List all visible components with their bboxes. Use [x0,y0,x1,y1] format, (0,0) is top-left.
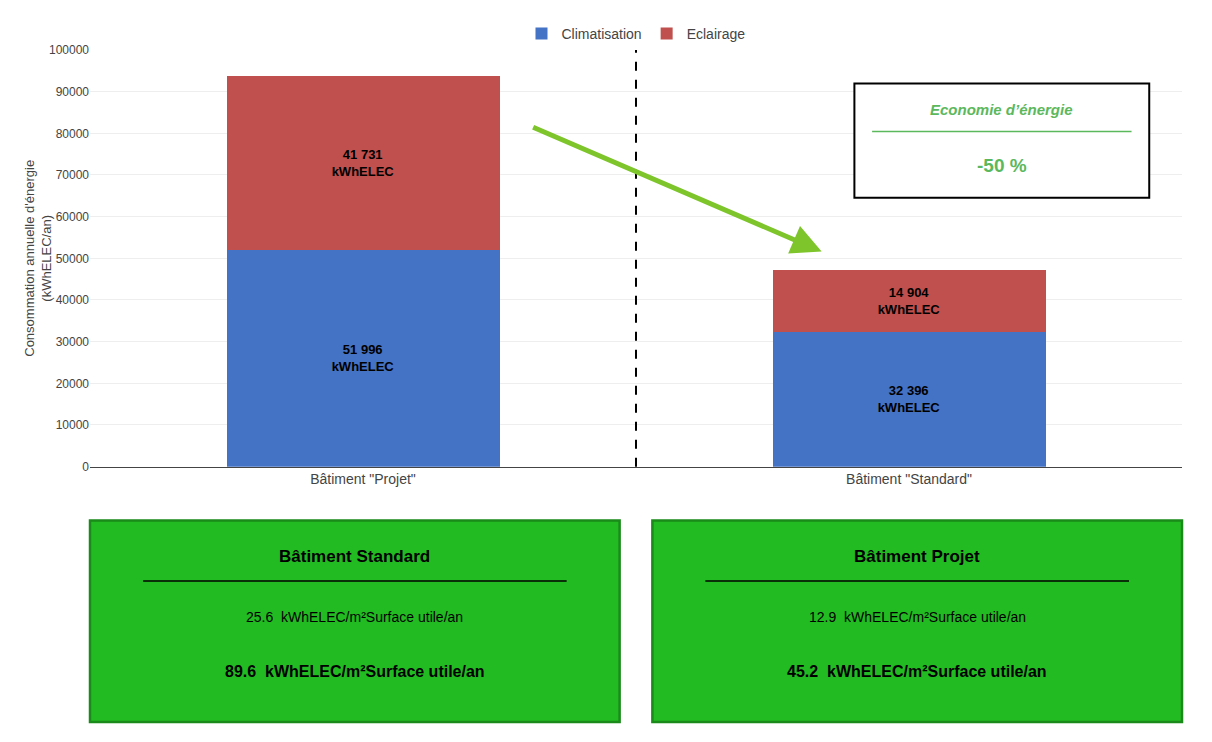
svg-text:51 996kWhELEC: 51 996kWhELEC [332,342,395,374]
svg-text:12.9 kWhELEC/m²Surface utile/: 12.9 kWhELEC/m²Surface utile/an [809,609,1026,625]
svg-text:Eclairage: Eclairage [687,26,746,42]
svg-text:80000: 80000 [56,127,90,141]
svg-text:Bâtiment Projet: Bâtiment Projet [854,547,980,566]
svg-text:10000: 10000 [56,418,90,432]
svg-text:60000: 60000 [56,210,90,224]
svg-text:20000: 20000 [56,377,90,391]
svg-text:25.6 kWhELEC/m²Surface utile/: 25.6 kWhELEC/m²Surface utile/an [246,609,463,625]
svg-text:0: 0 [82,460,89,474]
svg-text:41 731kWhELEC: 41 731kWhELEC [332,147,395,179]
svg-text:89.6 kWhELEC/m²Surface utile/: 89.6 kWhELEC/m²Surface utile/an [225,663,485,680]
svg-text:100000: 100000 [49,43,89,57]
svg-text:90000: 90000 [56,85,90,99]
svg-text:30000: 30000 [56,335,90,349]
svg-text:Bâtiment "Projet": Bâtiment "Projet" [310,471,416,487]
svg-text:Economie d’énergie: Economie d’énergie [930,101,1073,118]
svg-text:14 904kWhELEC: 14 904kWhELEC [878,285,941,317]
svg-text:Climatisation: Climatisation [562,26,642,42]
svg-text:45.2 kWhELEC/m²Surface utile/: 45.2 kWhELEC/m²Surface utile/an [787,663,1047,680]
svg-text:50000: 50000 [56,252,90,266]
svg-text:Bâtiment "Standard": Bâtiment "Standard" [846,471,972,487]
svg-text:40000: 40000 [56,293,90,307]
svg-text:70000: 70000 [56,168,90,182]
svg-text:Consommation annuelle d'énergi: Consommation annuelle d'énergie(kWhELEC/… [22,160,54,357]
svg-text:32 396kWhELEC: 32 396kWhELEC [878,383,941,415]
svg-text:-50 %: -50 % [977,155,1027,176]
svg-text:Bâtiment Standard: Bâtiment Standard [279,547,430,566]
